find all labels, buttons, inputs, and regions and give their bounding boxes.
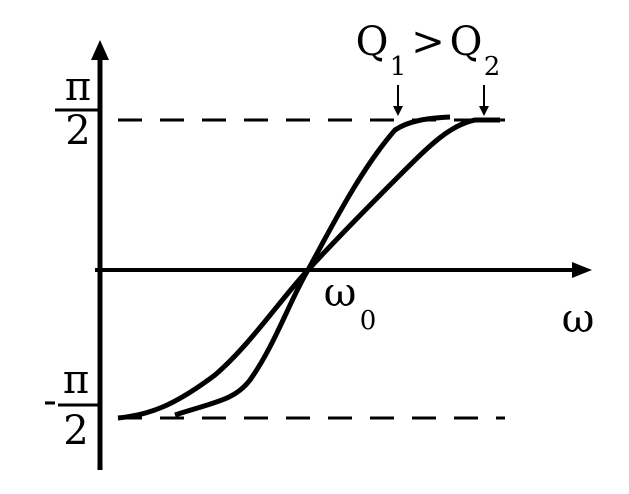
pointer-q2-head bbox=[479, 106, 489, 116]
y-axis-arrow bbox=[91, 40, 109, 60]
legend-q2-sub: 2 bbox=[484, 52, 501, 82]
legend-q2: Q bbox=[450, 19, 483, 65]
legend-relation: > bbox=[411, 19, 445, 65]
bottom-denominator: 2 bbox=[63, 408, 88, 454]
center-symbol: ω bbox=[324, 270, 357, 316]
bottom-sign: - bbox=[43, 378, 57, 424]
bottom-numerator: π bbox=[63, 357, 89, 403]
legend-q1-sub: 1 bbox=[390, 52, 407, 82]
legend-q1: Q bbox=[356, 19, 389, 65]
pointer-q1-head bbox=[393, 106, 403, 116]
top-denominator: 2 bbox=[65, 108, 90, 154]
curve-q2 bbox=[117, 117, 500, 421]
x-axis-label: ω bbox=[562, 296, 595, 342]
center-subscript: 0 bbox=[360, 306, 377, 336]
x-axis-arrow bbox=[572, 262, 592, 278]
top-numerator: π bbox=[65, 64, 91, 110]
